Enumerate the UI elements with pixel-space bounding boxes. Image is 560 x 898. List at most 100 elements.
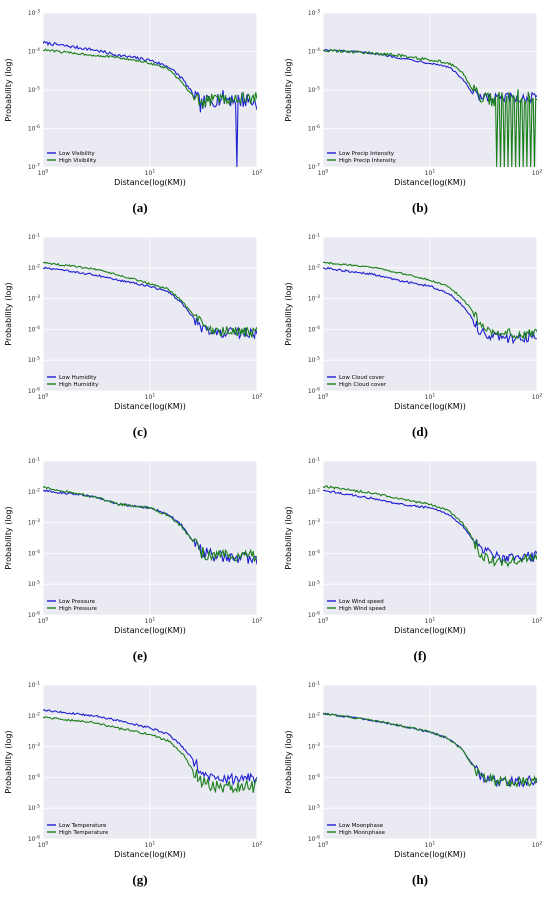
y-tick-label: 10-5 bbox=[308, 86, 320, 95]
y-axis-label: Probability (log) bbox=[4, 506, 13, 569]
series-line bbox=[323, 266, 537, 345]
x-tick-label: 102 bbox=[532, 841, 543, 850]
chart-svg: 10-7 10-6 10-5 10-4 10-3 100 101 102 Distance(lo… bbox=[4, 9, 263, 188]
y-axis-label: Probability (log) bbox=[4, 730, 13, 793]
x-tick-label: 101 bbox=[425, 169, 436, 178]
series-line bbox=[323, 485, 537, 568]
y-axis-label: Probability (log) bbox=[284, 58, 293, 121]
y-tick-label: 10-6 bbox=[28, 611, 40, 620]
chart-svg: 10-6 10-5 10-4 10-3 10-2 10-1 100 101 102 Distanc… bbox=[4, 233, 262, 412]
y-tick-label: 10-4 bbox=[28, 773, 40, 782]
y-tick-label: 10-3 bbox=[28, 9, 40, 18]
x-tick-label: 101 bbox=[425, 393, 436, 402]
panel-caption: (a) bbox=[132, 200, 148, 215]
y-axis: 10-7 10-6 10-5 10-4 10-3 bbox=[308, 9, 320, 172]
x-axis: 100 101 102 bbox=[38, 841, 263, 850]
y-tick-label: 10-4 bbox=[308, 549, 320, 558]
y-tick-label: 10-1 bbox=[308, 457, 320, 466]
series-line bbox=[43, 709, 257, 787]
y-tick-label: 10-6 bbox=[28, 124, 40, 133]
y-tick-label: 10-1 bbox=[28, 457, 40, 466]
x-tick-label: 102 bbox=[532, 617, 543, 626]
y-tick-label: 10-3 bbox=[308, 9, 320, 18]
chart-svg: 10-6 10-5 10-4 10-3 10-2 10-1 100 101 102 Distanc… bbox=[284, 233, 543, 412]
panel-caption: (b) bbox=[412, 200, 428, 215]
x-axis: 100 101 102 bbox=[318, 169, 543, 178]
y-tick-label: 10-3 bbox=[308, 294, 320, 303]
series-line bbox=[43, 48, 257, 108]
y-tick-label: 10-3 bbox=[308, 742, 320, 751]
legend-entry: Low Temperature bbox=[59, 823, 107, 829]
x-tick-label: 100 bbox=[38, 841, 49, 850]
y-tick-label: 10-1 bbox=[308, 233, 320, 242]
x-tick-label: 100 bbox=[318, 169, 329, 178]
y-axis: 10-6 10-5 10-4 10-3 10-2 10-1 bbox=[28, 681, 40, 844]
x-axis-label: Distance(log(KM)) bbox=[114, 626, 186, 635]
x-tick-label: 100 bbox=[38, 169, 49, 178]
x-tick-label: 101 bbox=[145, 169, 156, 178]
legend-entry: Low Humidity bbox=[59, 375, 97, 381]
x-tick-label: 102 bbox=[532, 393, 543, 402]
y-tick-label: 10-6 bbox=[28, 835, 40, 844]
x-axis: 100 101 102 bbox=[38, 169, 263, 178]
y-tick-label: 10-2 bbox=[28, 487, 40, 496]
y-tick-label: 10-6 bbox=[308, 124, 320, 133]
y-tick-label: 10-1 bbox=[28, 233, 40, 242]
y-tick-label: 10-3 bbox=[308, 518, 320, 527]
legend-entry: High Cloud cover bbox=[339, 382, 387, 388]
x-tick-label: 100 bbox=[318, 841, 329, 850]
y-tick-label: 10-3 bbox=[28, 518, 40, 527]
x-tick-label: 102 bbox=[252, 169, 263, 178]
y-tick-label: 10-4 bbox=[308, 325, 320, 334]
y-tick-label: 10-6 bbox=[28, 387, 40, 396]
legend-entry: High Pressure bbox=[59, 606, 97, 612]
y-tick-label: 10-5 bbox=[28, 804, 40, 813]
chart-svg: 10-6 10-5 10-4 10-3 10-2 10-1 100 101 102 Distanc… bbox=[4, 681, 263, 860]
y-tick-label: 10-3 bbox=[28, 742, 40, 751]
x-tick-label: 102 bbox=[252, 841, 263, 850]
legend-entry: High Humidity bbox=[59, 382, 99, 388]
x-axis-label: Distance(log(KM)) bbox=[394, 402, 466, 411]
series-line bbox=[43, 485, 257, 563]
x-axis: 100 101 102 bbox=[38, 617, 263, 626]
chart-svg: 10-6 10-5 10-4 10-3 10-2 10-1 100 101 102 Distanc… bbox=[284, 681, 543, 860]
x-axis: 100 101 102 bbox=[318, 393, 543, 402]
y-tick-label: 10-6 bbox=[308, 611, 320, 620]
y-tick-label: 10-4 bbox=[28, 47, 40, 56]
x-axis: 100 101 102 bbox=[318, 617, 543, 626]
panel-caption: (c) bbox=[132, 424, 148, 439]
x-axis-label: Distance(log(KM)) bbox=[394, 626, 466, 635]
y-tick-label: 10-7 bbox=[308, 163, 320, 172]
y-tick-label: 10-5 bbox=[308, 356, 320, 365]
chart-svg: 10-6 10-5 10-4 10-3 10-2 10-1 100 101 102 Distanc… bbox=[4, 457, 263, 636]
y-tick-label: 10-4 bbox=[28, 549, 40, 558]
y-tick-label: 10-6 bbox=[308, 835, 320, 844]
series-line bbox=[43, 261, 257, 338]
y-axis: 10-7 10-6 10-5 10-4 10-3 bbox=[28, 9, 40, 172]
legend-entry: Low Precip Intensity bbox=[339, 151, 395, 157]
chart-panel: 10-7 10-6 10-5 10-4 10-3 100 101 102 Distance(lo… bbox=[280, 0, 560, 224]
y-tick-label: 10-4 bbox=[308, 773, 320, 782]
legend-entry: Low Moonphase bbox=[339, 823, 384, 829]
legend-entry: Low Pressure bbox=[59, 599, 96, 605]
x-axis-label: Distance(log(KM)) bbox=[394, 178, 466, 187]
panel-caption: (g) bbox=[132, 872, 148, 887]
x-axis-label: Distance(log(KM)) bbox=[114, 402, 186, 411]
legend-entry: High Moonphase bbox=[339, 830, 386, 836]
legend-entry: Low Wind speed bbox=[339, 599, 384, 605]
legend-entry: High Wind speed bbox=[339, 606, 386, 612]
series-line bbox=[43, 40, 257, 167]
y-axis-label: Probability (log) bbox=[284, 506, 293, 569]
x-tick-label: 100 bbox=[318, 393, 329, 402]
legend-entry: Low Visibility bbox=[59, 151, 95, 157]
y-tick-label: 10-5 bbox=[308, 580, 320, 589]
series-line bbox=[323, 48, 537, 167]
x-axis: 100 101 102 bbox=[318, 841, 543, 850]
y-tick-label: 10-2 bbox=[28, 711, 40, 720]
x-tick-label: 101 bbox=[145, 841, 156, 850]
y-tick-label: 10-3 bbox=[28, 294, 40, 303]
x-tick-label: 100 bbox=[38, 393, 49, 402]
